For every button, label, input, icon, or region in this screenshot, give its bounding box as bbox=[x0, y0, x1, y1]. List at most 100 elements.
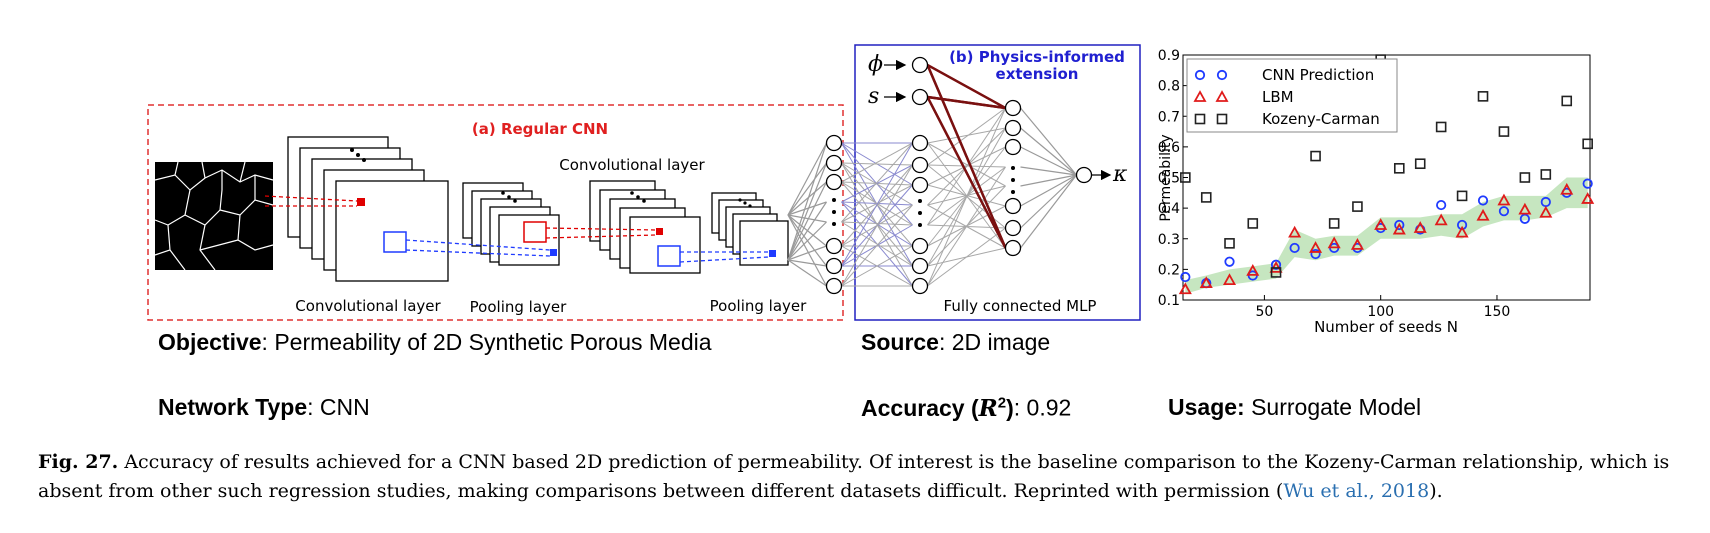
network-node-layer2 bbox=[911, 134, 929, 152]
network-ellipsis-dot bbox=[1011, 166, 1015, 170]
source-label: Source bbox=[861, 329, 939, 355]
network-node-layer1 bbox=[825, 257, 843, 275]
network-node-layer1 bbox=[825, 154, 843, 172]
x-tick-label: 150 bbox=[1484, 304, 1511, 320]
network-node-layer3 bbox=[1004, 138, 1022, 156]
network-edge bbox=[927, 127, 1006, 144]
network-edge bbox=[787, 221, 827, 261]
network-node-layer2 bbox=[911, 156, 929, 174]
y-tick-label: 0.3 bbox=[1158, 232, 1180, 248]
cnn-prediction-point bbox=[1436, 199, 1447, 211]
network-edge bbox=[841, 164, 913, 203]
network-node-layer2 bbox=[911, 237, 929, 255]
network-edge bbox=[927, 107, 1006, 287]
cnn-prediction-point bbox=[1224, 256, 1235, 267]
network-ellipsis-dot bbox=[918, 223, 922, 227]
legend-marker bbox=[1194, 69, 1206, 81]
caption-figref: Fig. 27. bbox=[38, 451, 119, 473]
network-edge bbox=[787, 214, 827, 223]
physics-edge bbox=[927, 95, 1006, 110]
panel-a-frame bbox=[147, 104, 844, 321]
kozeny-carman-point bbox=[1477, 91, 1489, 102]
kozeny-carman-point bbox=[1224, 238, 1235, 249]
s-input-label: s bbox=[868, 84, 879, 109]
porous-media-image bbox=[154, 161, 274, 271]
network-ellipsis-dot bbox=[918, 199, 922, 203]
accuracy-value: : 0.92 bbox=[1013, 394, 1072, 421]
lbm-point bbox=[1476, 208, 1490, 221]
network-edge bbox=[787, 259, 827, 267]
network-node-layer3 bbox=[1004, 239, 1022, 257]
network-node-layer3 bbox=[1004, 197, 1022, 215]
pool1-red-window bbox=[523, 221, 547, 243]
chart-y-axis-label: Permeability bbox=[1158, 134, 1174, 221]
pool-stack-1 bbox=[462, 182, 560, 266]
lbm-point bbox=[1178, 282, 1192, 295]
network-edge bbox=[841, 245, 913, 287]
accuracy-close-paren: ) bbox=[1006, 394, 1014, 421]
network-output-node bbox=[1075, 166, 1093, 184]
x-tick-label: 50 bbox=[1255, 304, 1273, 320]
accuracy-label: Accuracy (R2) bbox=[861, 394, 1014, 422]
pool-stack-2-dots bbox=[738, 198, 752, 208]
chart-band-layer bbox=[1185, 177, 1588, 294]
network-edge bbox=[1020, 174, 1077, 229]
lbm-point bbox=[1288, 225, 1302, 238]
network-edge bbox=[841, 142, 913, 183]
lbm-point bbox=[1350, 238, 1364, 250]
kozeny-carman-point bbox=[1200, 192, 1212, 203]
y-tick-label: 0.2 bbox=[1158, 262, 1180, 278]
kozeny-carman-point bbox=[1352, 201, 1363, 212]
physics-edge bbox=[926, 64, 1007, 249]
conv1-blue-kernel bbox=[383, 231, 407, 253]
accuracy-label-text: Accuracy ( bbox=[861, 394, 979, 421]
network-edge bbox=[927, 107, 1006, 226]
conv-layer-bottom-label: Convolutional layer bbox=[295, 297, 441, 315]
network-edge bbox=[1020, 107, 1077, 176]
network-node-layer2 bbox=[911, 88, 929, 106]
legend-marker bbox=[1193, 90, 1207, 102]
kozeny-carman-point bbox=[1310, 150, 1321, 162]
chart-confidence-band bbox=[1185, 177, 1588, 294]
accuracy-row: Accuracy (R2): 0.92 bbox=[861, 394, 1071, 422]
network-node-layer2 bbox=[911, 277, 929, 295]
pool-stack-2 bbox=[711, 192, 789, 266]
kozeny-carman-point bbox=[1270, 267, 1282, 278]
physics-edge bbox=[928, 97, 1006, 206]
kozeny-carman-point bbox=[1180, 172, 1191, 183]
y-tick-label: 0.5 bbox=[1158, 171, 1180, 187]
conv2-blue-window bbox=[657, 245, 681, 267]
network-node-layer1 bbox=[825, 277, 843, 295]
physics-edge bbox=[926, 63, 1007, 110]
pooling-layer-2-label: Pooling layer bbox=[710, 297, 807, 315]
kozeny-carman-point bbox=[1247, 218, 1259, 229]
kozeny-carman-point bbox=[1519, 172, 1531, 183]
y-tick-label: 0.6 bbox=[1158, 140, 1180, 156]
conv-stack-1-dots bbox=[350, 148, 366, 162]
y-tick-label: 0.8 bbox=[1158, 79, 1180, 95]
caption-citation-link[interactable]: Wu et al., 2018 bbox=[1283, 480, 1430, 502]
network-ellipsis-dot bbox=[832, 198, 836, 202]
network-node-layer2 bbox=[911, 56, 929, 74]
y-tick-label: 0.7 bbox=[1158, 109, 1180, 125]
conv-stack-2-dots bbox=[630, 191, 646, 203]
source-value: : 2D image bbox=[938, 329, 1051, 355]
kozeny-carman-point bbox=[1582, 138, 1593, 150]
pooling-layer-1-label: Pooling layer bbox=[470, 298, 567, 316]
cnn-prediction-point bbox=[1270, 259, 1282, 270]
x-tick-label: 100 bbox=[1367, 304, 1394, 320]
objective-value: : Permeability of 2D Synthetic Porous Me… bbox=[261, 329, 712, 355]
network-node-layer1 bbox=[825, 134, 843, 152]
network-ellipsis-dot bbox=[1011, 178, 1015, 182]
network-node-layer3 bbox=[1004, 99, 1022, 117]
panel-a-title: (a) Regular CNN bbox=[472, 120, 608, 138]
legend-markers bbox=[1193, 69, 1229, 125]
network-node-layer2 bbox=[911, 257, 929, 275]
network-edge bbox=[841, 142, 913, 267]
network-edges bbox=[787, 63, 1077, 287]
network-ellipsis-dot bbox=[918, 211, 922, 215]
figure-caption: Fig. 27. Accuracy of results achieved fo… bbox=[38, 448, 1698, 506]
kozeny-carman-point bbox=[1540, 169, 1552, 180]
mlp-label: Fully connected MLP bbox=[944, 297, 1097, 315]
network-ellipsis-dot bbox=[832, 210, 836, 214]
